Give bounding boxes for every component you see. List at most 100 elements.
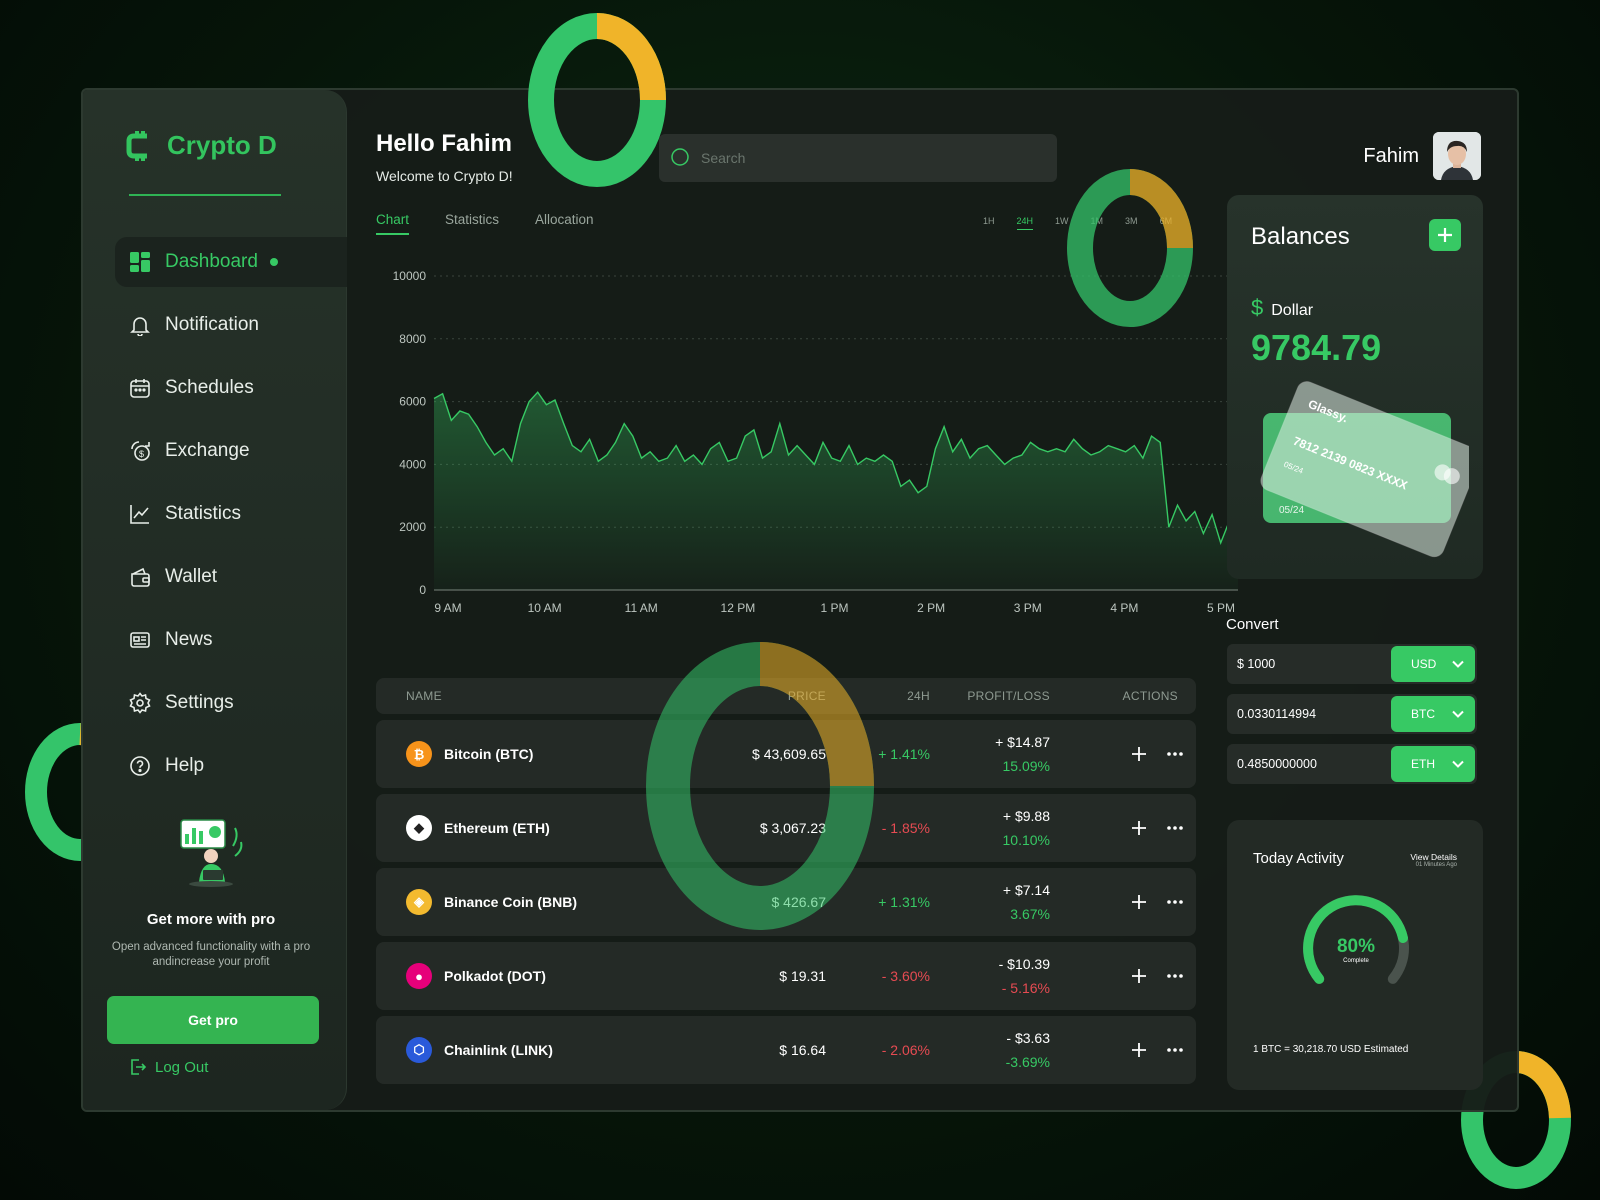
sidebar-item-notification[interactable]: Notification: [115, 300, 347, 350]
add-asset-button[interactable]: [1128, 817, 1150, 839]
more-options-button[interactable]: [1164, 891, 1186, 913]
currency-select-label: BTC: [1411, 707, 1435, 721]
header-price: PRICE: [787, 689, 826, 703]
logout-link[interactable]: Log Out: [129, 1058, 208, 1076]
logo-divider: [129, 194, 281, 196]
chevron-down-icon: [1452, 710, 1464, 718]
currency-select-usd[interactable]: USD: [1391, 646, 1475, 682]
x-tick-label: 1 PM: [820, 601, 848, 615]
news-icon: [130, 632, 150, 648]
polkadot-icon: ●: [406, 963, 432, 989]
logo[interactable]: Crypto D: [125, 130, 277, 161]
add-asset-button[interactable]: [1128, 965, 1150, 987]
convert-amount-input[interactable]: $ 1000: [1237, 657, 1276, 671]
table-row[interactable]: ◈ Binance Coin (BNB) $ 426.67 + 1.31% + $7.1…: [376, 868, 1196, 936]
promo-text: Open advanced functionality with a pro a…: [111, 941, 311, 968]
binance-icon: ◈: [406, 889, 432, 915]
pl-percent: 10.10%: [1002, 832, 1050, 848]
exchange-icon: $: [131, 441, 150, 461]
user-profile[interactable]: Fahim: [1363, 132, 1481, 180]
get-pro-button[interactable]: Get pro: [107, 996, 319, 1044]
sidebar-item-label: Notification: [165, 314, 259, 335]
tab-chart[interactable]: Chart: [376, 212, 410, 235]
range-24h[interactable]: 24H: [1016, 216, 1034, 230]
sidebar-item-dashboard[interactable]: Dashboard: [115, 237, 347, 287]
view-details-label: View Details: [1410, 852, 1457, 862]
sidebar-item-exchange[interactable]: $ Exchange: [115, 426, 347, 476]
add-asset-button[interactable]: [1128, 743, 1150, 765]
search-input[interactable]: [701, 150, 1031, 166]
page-title: Hello Fahim: [376, 130, 513, 157]
currency-select-btc[interactable]: BTC: [1391, 696, 1475, 732]
range-1m[interactable]: 1M: [1090, 216, 1104, 226]
sidebar-item-news[interactable]: News: [115, 615, 347, 665]
plus-icon: [1132, 895, 1146, 909]
table-row[interactable]: ⬡ Chainlink (LINK) $ 16.64 - 2.06% - $3.63 -3…: [376, 1016, 1196, 1084]
row-actions: [1050, 743, 1196, 765]
more-options-button[interactable]: [1164, 965, 1186, 987]
asset-price: $ 16.64: [779, 1042, 826, 1058]
btc-rate-estimate: 1 BTC = 30,218.70 USD Estimated: [1253, 1044, 1409, 1055]
asset-cell: ◆ Ethereum (ETH): [376, 815, 676, 841]
currency-select-label: USD: [1411, 657, 1437, 671]
currency-label: Dollar: [1271, 302, 1314, 319]
avatar[interactable]: [1433, 132, 1481, 180]
pl-percent: - 5.16%: [1001, 980, 1050, 996]
logout-icon: [131, 1059, 147, 1075]
range-1w[interactable]: 1W: [1055, 216, 1069, 226]
asset-price: $ 3,067.23: [759, 820, 826, 836]
pro-promo: Get more with pro Open advanced function…: [105, 816, 317, 970]
more-options-button[interactable]: [1164, 817, 1186, 839]
sidebar-item-schedules[interactable]: Schedules: [115, 363, 347, 413]
row-actions: [1050, 817, 1196, 839]
credit-card-illustration: 05/24 Glassy. 7812 2139 0823 XXXX 05/24: [1260, 381, 1469, 558]
tab-statistics[interactable]: Statistics: [445, 212, 500, 227]
add-balance-button[interactable]: [1429, 219, 1461, 251]
view-details-link[interactable]: View Details 01 Minutes Ago: [1410, 852, 1457, 868]
pl-amount: + $9.88: [1002, 808, 1050, 824]
add-asset-button[interactable]: [1128, 891, 1150, 913]
table-body: ₿ Bitcoin (BTC) $ 43,609.65 + 1.41% + $14.87…: [376, 720, 1196, 1084]
pl-percent: 3.67%: [1010, 906, 1050, 922]
asset-name: Polkadot (DOT): [444, 968, 546, 984]
range-3m[interactable]: 3M: [1125, 216, 1138, 226]
y-tick-label: 2000: [399, 520, 426, 534]
chainlink-icon: ⬡: [406, 1037, 432, 1063]
asset-profit-loss: - $10.39 - 5.16%: [930, 952, 1050, 1000]
plus-icon: [1132, 969, 1146, 983]
sidebar-item-settings[interactable]: Settings: [115, 678, 347, 728]
sidebar-item-wallet[interactable]: Wallet: [115, 552, 347, 602]
sidebar-item-statistics[interactable]: Statistics: [115, 489, 347, 539]
sidebar-item-label: Dashboard: [165, 251, 258, 272]
header-actions: ACTIONS: [1122, 689, 1178, 703]
more-options-button[interactable]: [1164, 743, 1186, 765]
more-options-button[interactable]: [1164, 1039, 1186, 1061]
range-6m[interactable]: 6M: [1159, 216, 1173, 226]
convert-amount-input[interactable]: 0.4850000000: [1237, 757, 1317, 771]
asset-name: Bitcoin (BTC): [444, 746, 534, 762]
convert-row-btc: 0.0330114994 BTC: [1227, 694, 1477, 734]
tab-allocation[interactable]: Allocation: [535, 212, 594, 227]
currency-select-eth[interactable]: ETH: [1391, 746, 1475, 782]
pl-amount: - $10.39: [998, 956, 1050, 972]
search-bar[interactable]: [659, 134, 1057, 182]
more-icon: [1167, 752, 1183, 756]
plus-icon: [1132, 747, 1146, 761]
sidebar-item-help[interactable]: Help: [115, 741, 347, 791]
more-icon: [1167, 900, 1183, 904]
pl-percent: 15.09%: [1002, 758, 1050, 774]
pl-amount: + $7.14: [1002, 882, 1050, 898]
table-row[interactable]: ◆ Ethereum (ETH) $ 3,067.23 - 1.85% + $9.88 1…: [376, 794, 1196, 862]
gauge-label: Complete: [1343, 958, 1369, 964]
convert-amount-input[interactable]: 0.0330114994: [1237, 707, 1317, 721]
balance-amount: 9784.79: [1251, 327, 1382, 368]
sidebar-item-label: Help: [165, 755, 205, 776]
sidebar-item-label: Exchange: [165, 440, 250, 461]
asset-cell: ● Polkadot (DOT): [376, 963, 676, 989]
search-icon: [671, 148, 689, 166]
range-1h[interactable]: 1H: [983, 216, 995, 226]
table-row[interactable]: ● Polkadot (DOT) $ 19.31 - 3.60% - $10.39 - 5…: [376, 942, 1196, 1010]
add-asset-button[interactable]: [1128, 1039, 1150, 1061]
asset-price: $ 43,609.65: [752, 746, 826, 762]
table-row[interactable]: ₿ Bitcoin (BTC) $ 43,609.65 + 1.41% + $14.87…: [376, 720, 1196, 788]
